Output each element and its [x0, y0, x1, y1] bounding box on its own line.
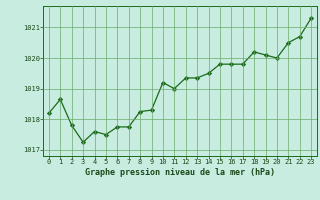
X-axis label: Graphe pression niveau de la mer (hPa): Graphe pression niveau de la mer (hPa): [85, 168, 275, 177]
